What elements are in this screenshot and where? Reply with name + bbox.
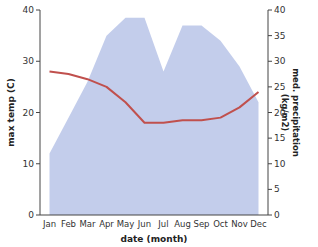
y2-tick-label: 30 <box>274 56 286 66</box>
y2-tick <box>268 189 272 190</box>
y2-tick-label: 35 <box>274 31 285 41</box>
x-axis-line <box>40 215 268 216</box>
y-tick <box>36 163 40 164</box>
x-tick-label: Aug <box>174 219 191 229</box>
y2-tick <box>268 163 272 164</box>
y-tick <box>36 61 40 62</box>
plot-area <box>50 18 259 215</box>
y2-axis-label-line: med. precipitation <box>291 68 301 157</box>
x-tick-label: Apr <box>99 219 114 229</box>
precipitation-area <box>50 18 259 215</box>
y2-tick <box>268 112 272 113</box>
y2-tick-label: 25 <box>274 82 285 92</box>
y-tick <box>36 10 40 11</box>
y2-tick <box>268 10 272 11</box>
y2-tick <box>268 35 272 36</box>
chart: 0102030400510152025303540JanFebMarAprMay… <box>0 0 318 247</box>
y2-tick-label: 40 <box>274 5 286 15</box>
x-tick-label: May <box>117 219 135 229</box>
x-tick-label: Feb <box>61 219 76 229</box>
y-tick <box>36 112 40 113</box>
x-tick-label: Jun <box>137 219 151 229</box>
y2-axis-label-line: (kg/m2) <box>280 94 290 131</box>
y-axis-label: max temp (C) <box>6 78 16 147</box>
y2-tick <box>268 86 272 87</box>
y-tick <box>36 215 40 216</box>
x-tick-label: Sep <box>193 219 209 229</box>
y2-tick-label: 10 <box>274 159 286 169</box>
temperature-line <box>50 72 259 123</box>
x-tick-label: Jul <box>157 219 168 229</box>
y2-tick <box>268 215 272 216</box>
y2-tick <box>268 138 272 139</box>
y-tick-label: 0 <box>28 210 34 220</box>
y2-tick <box>268 61 272 62</box>
y2-tick-label: 5 <box>274 184 280 194</box>
x-tick-label: Nov <box>231 219 248 229</box>
x-tick-label: Mar <box>79 219 96 229</box>
x-tick-label: Oct <box>213 219 228 229</box>
y2-tick-label: 0 <box>274 210 280 220</box>
x-axis-label: date (month) <box>121 234 188 244</box>
y-tick-label: 10 <box>23 159 35 169</box>
x-tick-label: Jan <box>42 219 56 229</box>
x-tick-label: Dec <box>250 219 267 229</box>
y-tick-label: 40 <box>23 5 35 15</box>
y2-axis-label: med. precipitation(kg/m2) <box>280 68 301 157</box>
y2-tick-label: 15 <box>274 133 285 143</box>
y-tick-label: 20 <box>23 108 35 118</box>
y-tick-label: 30 <box>23 56 35 66</box>
